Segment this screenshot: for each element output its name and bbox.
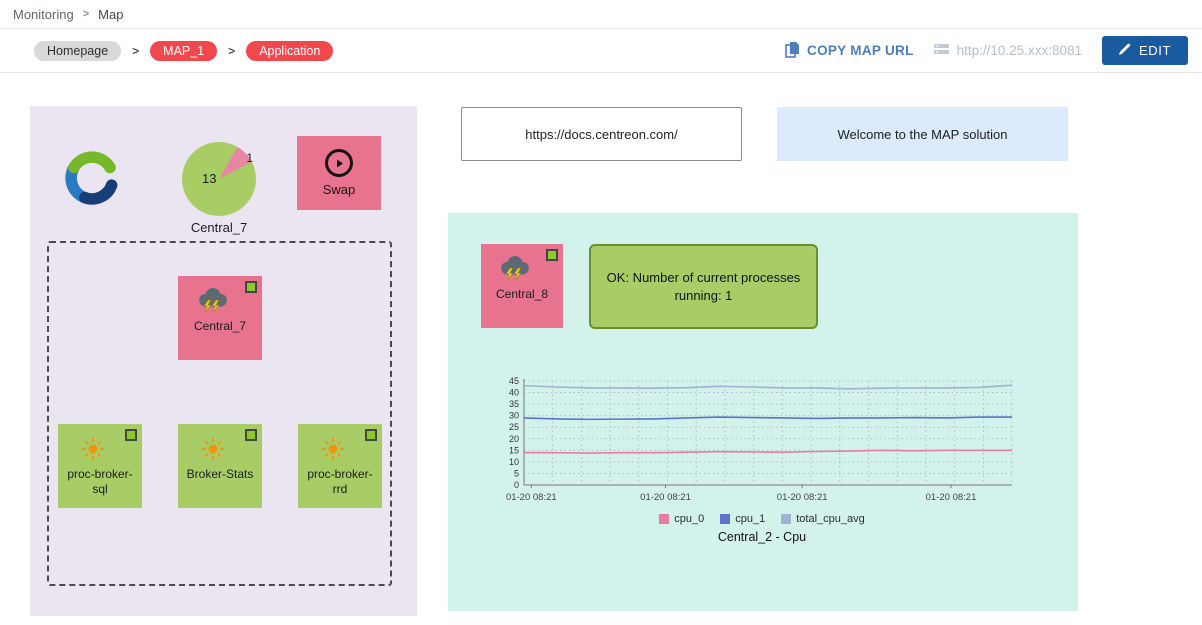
server-url-text: http://10.25.xxx:8081 — [956, 43, 1082, 58]
sun-icon — [58, 433, 142, 465]
status-text-box: OK: Number of current processes running:… — [589, 244, 818, 329]
map-node-central7[interactable]: Central_7 — [178, 276, 262, 360]
status-square — [125, 429, 137, 441]
edit-label: EDIT — [1138, 43, 1171, 58]
svg-text:01-20 08:21: 01-20 08:21 — [640, 492, 691, 503]
breadcrumb-map[interactable]: Map — [98, 6, 124, 22]
legend-label: cpu_1 — [735, 513, 766, 525]
top-breadcrumb: Monitoring > Map — [0, 0, 1202, 28]
svg-text:5: 5 — [514, 468, 519, 478]
cpu-chart-widget: 0 5 10 15 20 25 30 35 40 45 01-20 08:21 01-20 08:21… — [472, 373, 1052, 544]
pencil-icon — [1118, 43, 1131, 58]
chevron-right-icon: > — [132, 43, 140, 58]
pie-slice-value: 1 — [246, 151, 253, 165]
copy-map-url-button[interactable]: COPY MAP URL — [785, 41, 914, 61]
svg-text:01-20 08:21: 01-20 08:21 — [506, 492, 557, 503]
toolbar-actions: COPY MAP URL http://10.25.xxx:8081 EDIT — [785, 36, 1188, 65]
pie-caption: Central_7 — [190, 220, 248, 235]
map-left-panel: 13 1 Central_7 Swap — [30, 106, 417, 616]
path-pill-application[interactable]: Application — [246, 40, 334, 61]
chevron-right-icon: > — [82, 8, 90, 20]
legend-item[interactable]: cpu_0 — [659, 513, 704, 525]
svg-text:10: 10 — [509, 457, 519, 467]
status-square — [365, 429, 377, 441]
svg-text:0: 0 — [514, 480, 519, 490]
map-node-proc-broker-sql[interactable]: proc-broker-sql — [58, 424, 142, 508]
server-url: http://10.25.xxx:8081 — [933, 42, 1082, 59]
path-pill-homepage[interactable]: Homepage — [34, 40, 122, 61]
svg-text:25: 25 — [509, 422, 519, 432]
svg-text:30: 30 — [509, 411, 519, 421]
play-icon — [325, 149, 353, 177]
sun-icon — [298, 433, 382, 465]
legend-swatch — [720, 514, 731, 524]
copy-icon — [785, 41, 800, 61]
legend-item[interactable]: cpu_1 — [720, 513, 765, 525]
svg-text:15: 15 — [509, 445, 519, 455]
breadcrumb-monitoring[interactable]: Monitoring — [13, 6, 74, 22]
storm-cloud-icon — [178, 285, 262, 317]
svg-text:20: 20 — [509, 434, 519, 444]
svg-text:01-20 08:21: 01-20 08:21 — [926, 492, 977, 503]
copy-map-url-label: COPY MAP URL — [807, 43, 914, 58]
legend-label: total_cpu_avg — [796, 513, 865, 525]
sun-icon — [178, 433, 262, 465]
chevron-right-icon: > — [228, 43, 236, 58]
chart-legend: cpu_0 cpu_1 total_cpu_avg — [472, 513, 1052, 525]
map-path-breadcrumb: Homepage > MAP_1 > Application — [34, 40, 334, 61]
map-node-broker-stats[interactable]: Broker-Stats — [178, 424, 262, 508]
node-label: Central_7 — [193, 319, 247, 333]
legend-label: cpu_0 — [674, 513, 705, 525]
map-node-central8[interactable]: Central_8 — [481, 244, 563, 328]
server-icon — [933, 42, 950, 59]
chart-title: Central_2 - Cpu — [717, 530, 807, 544]
edit-button[interactable]: EDIT — [1101, 36, 1188, 65]
legend-swatch — [781, 514, 792, 524]
welcome-widget: Welcome to the MAP solution — [777, 107, 1068, 161]
svg-text:45: 45 — [509, 376, 519, 386]
svg-text:35: 35 — [509, 399, 519, 409]
node-label: Swap — [322, 182, 356, 197]
group-container — [47, 241, 392, 586]
pie-main-value: 13 — [202, 171, 217, 186]
status-square — [546, 249, 558, 261]
map-canvas: 13 1 Central_7 Swap — [0, 73, 1202, 624]
status-square — [245, 429, 257, 441]
map-right-panel: Central_8 OK: Number of current processe… — [448, 213, 1078, 611]
doc-link-widget[interactable]: https://docs.centreon.com/ — [461, 107, 742, 161]
map-node-proc-broker-rrd[interactable]: proc-broker-rrd — [298, 424, 382, 508]
node-label: Broker-Stats — [186, 467, 254, 481]
storm-cloud-icon — [481, 253, 563, 285]
node-label: proc-broker-sql — [67, 467, 133, 496]
node-label: proc-broker-rrd — [307, 467, 373, 496]
toolbar: Homepage > MAP_1 > Application COPY MAP … — [0, 28, 1202, 73]
legend-item[interactable]: total_cpu_avg — [781, 513, 865, 525]
legend-swatch — [659, 514, 670, 524]
status-square — [245, 281, 257, 293]
svg-text:01-20 08:21: 01-20 08:21 — [777, 492, 828, 503]
svg-text:40: 40 — [509, 388, 519, 398]
centreon-logo — [65, 151, 118, 205]
pie-widget-central7[interactable]: 13 1 Central_7 — [182, 142, 256, 235]
node-label: Central_8 — [495, 287, 549, 301]
map-node-swap[interactable]: Swap — [297, 136, 381, 210]
path-pill-map1[interactable]: MAP_1 — [150, 40, 218, 61]
pie-chart: 13 1 — [182, 142, 256, 216]
